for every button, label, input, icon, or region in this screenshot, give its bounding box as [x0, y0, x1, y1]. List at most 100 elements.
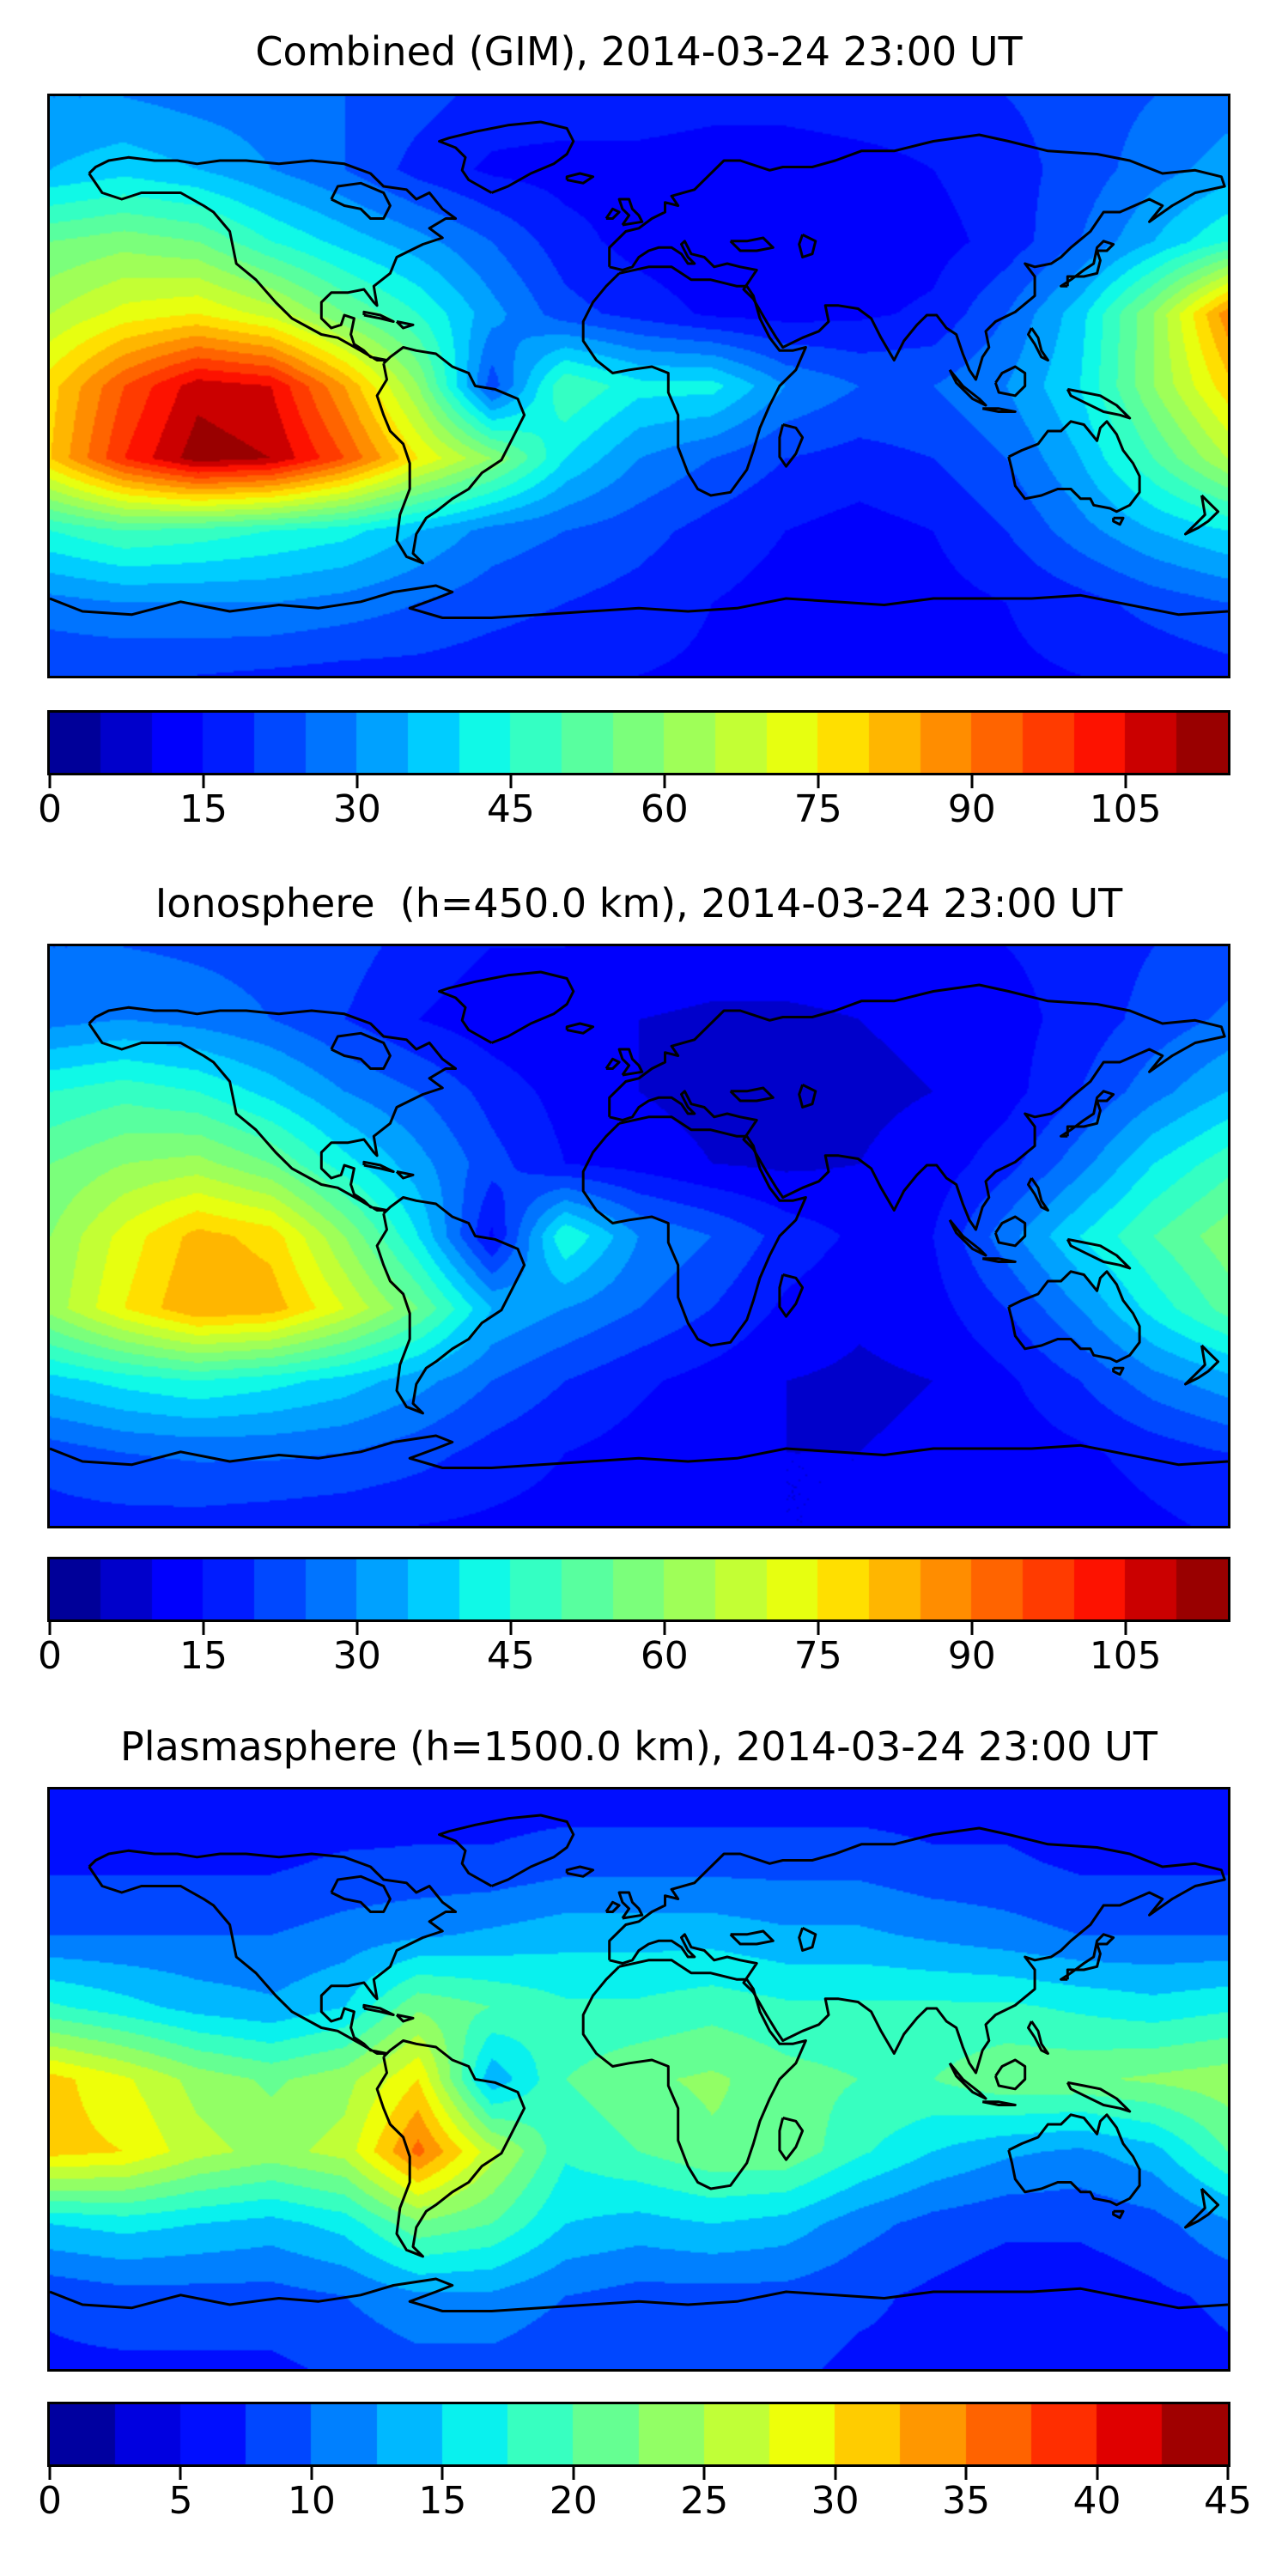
- colorbar-tick-label: 90: [947, 787, 996, 831]
- colorbar-tick-label: 90: [947, 1634, 996, 1678]
- colorbar-tick-label: 5: [168, 2479, 193, 2523]
- coastline-path: [375, 2039, 526, 2258]
- coastline-path: [1184, 494, 1220, 536]
- colorbar-tick: [48, 2467, 52, 2480]
- colorbar-tick: [817, 1622, 820, 1635]
- coastline-path: [395, 2014, 415, 2023]
- colorbar-tick: [702, 2467, 706, 2480]
- colorbar-tick: [834, 2467, 837, 2480]
- colorbar-tick: [355, 1622, 359, 1635]
- coastline-path: [1112, 516, 1125, 526]
- coastline-path: [88, 1005, 458, 1212]
- colorbar-tick-label: 10: [287, 2479, 336, 2523]
- coastline-path: [617, 197, 644, 227]
- coastline-path: [362, 1160, 395, 1173]
- coastline-path: [1066, 387, 1132, 420]
- coastline-path: [729, 236, 775, 252]
- coastline-path: [50, 2277, 1228, 2312]
- colorbar-tick: [509, 775, 513, 788]
- tec-heatmap-canvas: [50, 96, 1228, 676]
- colorbar-tick-label: 15: [418, 2479, 467, 2523]
- coastline-path: [1066, 1237, 1132, 1270]
- coastline-path: [88, 155, 458, 361]
- coastlines-overlay: [50, 1814, 1228, 2312]
- coastline-path: [1066, 2081, 1132, 2113]
- colorbar-tick-label: 0: [38, 787, 62, 831]
- colorbar-tick: [663, 1622, 666, 1635]
- coastline-path: [375, 346, 526, 565]
- panel-1-colorbar-ticks: 0 15 30 45 60 75 90 105: [38, 775, 1228, 844]
- coastline-path: [438, 1814, 575, 1887]
- panel-3-title: Plasmasphere (h=1500.0 km), 2014-03-24 2…: [120, 1723, 1157, 1770]
- coastline-path: [330, 1874, 392, 1913]
- colorbar-tick-label: 0: [38, 2479, 62, 2523]
- colorbar-tick-label: 75: [793, 787, 842, 831]
- coastline-path: [395, 320, 415, 330]
- colorbar-tick: [440, 2467, 444, 2480]
- colorbar-tick: [48, 775, 52, 788]
- colorbar-tick-label: 30: [332, 1634, 381, 1678]
- coastline-path: [729, 1086, 775, 1103]
- coastline-path: [798, 1926, 817, 1952]
- coastline-path: [362, 310, 395, 323]
- coastline-path: [1184, 2187, 1220, 2229]
- coastlines-overlay: [50, 120, 1228, 619]
- panel-3-colorbar: [47, 2402, 1230, 2467]
- coastline-path: [1007, 2113, 1141, 2207]
- coastline-path: [981, 407, 1017, 413]
- coastline-path: [798, 1083, 817, 1109]
- coastline-path: [362, 2003, 395, 2016]
- panel-2-map-plot: [47, 944, 1230, 1528]
- coastline-path: [993, 1215, 1027, 1248]
- coastline-path: [608, 983, 1226, 1231]
- colorbar-tick-label: 45: [486, 787, 535, 831]
- coastline-path: [1060, 240, 1115, 288]
- coastline-path: [1027, 327, 1049, 361]
- coastline-path: [778, 423, 805, 468]
- coastline-path: [617, 1048, 644, 1077]
- colorbar-tick: [202, 775, 205, 788]
- coastline-path: [948, 2062, 987, 2100]
- coastline-path: [330, 1031, 392, 1070]
- coastline-path: [1027, 2020, 1049, 2055]
- colorbar-tick-label: 45: [486, 1634, 535, 1678]
- coastline-path: [438, 120, 575, 194]
- coastline-path: [729, 1929, 775, 1946]
- colorbar-tick: [1096, 2467, 1099, 2480]
- colorbar-tick: [964, 2467, 968, 2480]
- tec-heatmap-canvas: [50, 946, 1228, 1526]
- colorbar-tick-label: 25: [680, 2479, 729, 2523]
- coastline-path: [993, 2058, 1027, 2091]
- panel-3-colorbar-ticks: 0 5 10 15 20 25 30 35 40 45: [38, 2467, 1252, 2536]
- coastline-path: [1007, 1270, 1141, 1364]
- colorbar-tick-label: 20: [549, 2479, 598, 2523]
- colorbar-tick: [355, 775, 359, 788]
- coastline-path: [798, 233, 817, 258]
- coastline-path: [50, 584, 1228, 619]
- coastline-path: [330, 181, 392, 220]
- coastline-path: [608, 133, 1226, 381]
- coastline-path: [617, 1891, 644, 1920]
- colorbar-tick-label: 60: [640, 1634, 689, 1678]
- tec-heatmap-canvas: [50, 1789, 1228, 2369]
- coastline-path: [1007, 420, 1141, 513]
- coastline-path: [948, 1218, 987, 1257]
- coastline-path: [605, 1057, 621, 1070]
- colorbar-tick: [817, 775, 820, 788]
- coastline-path: [778, 2117, 805, 2161]
- panel-3-map-plot: [47, 1787, 1230, 2372]
- coastline-path: [993, 365, 1027, 398]
- colorbar-tick-label: 105: [1089, 1634, 1162, 1678]
- colorbar-tick: [970, 775, 974, 788]
- panel-1-map-plot: [47, 94, 1230, 678]
- coastline-path: [608, 1826, 1226, 2075]
- colorbar-tick: [48, 1622, 52, 1635]
- colorbar-tick-label: 0: [38, 1634, 62, 1678]
- colorbar-tick: [572, 2467, 575, 2480]
- coastline-path: [605, 1900, 621, 1913]
- panel-2-colorbar: [47, 1557, 1230, 1622]
- coastline-path: [581, 1959, 807, 2190]
- coastline-path: [581, 265, 807, 497]
- coastline-path: [438, 970, 575, 1044]
- coastline-path: [948, 368, 987, 407]
